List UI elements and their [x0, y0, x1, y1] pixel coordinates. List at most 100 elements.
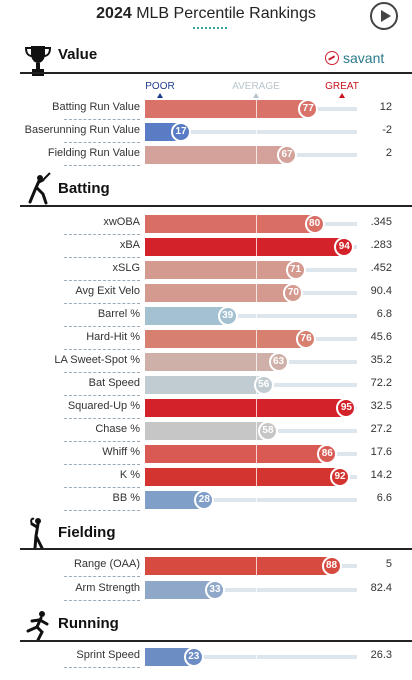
stat-row[interactable]: Range (OAA) 88 5	[0, 555, 412, 577]
stat-row[interactable]: BB % 28 6.6	[0, 489, 412, 511]
stat-row[interactable]: Avg Exit Velo 70 90.4	[0, 282, 412, 304]
stat-value: 26.3	[370, 649, 392, 661]
stat-value: 72.2	[370, 377, 392, 389]
stat-row[interactable]: LA Sweet-Spot % 63 35.2	[0, 351, 412, 373]
stat-label: K %	[119, 469, 140, 481]
average-line	[256, 238, 257, 256]
stat-value: .452	[370, 262, 392, 274]
title-underline	[193, 27, 227, 29]
stat-value: 35.2	[370, 354, 392, 366]
row-divider	[64, 576, 140, 577]
row-divider	[64, 165, 140, 166]
stat-value: 32.5	[370, 400, 392, 412]
stat-value: 17.6	[370, 446, 392, 458]
average-line	[256, 330, 257, 348]
average-line	[256, 581, 257, 599]
stat-row[interactable]: Arm Strength 33 82.4	[0, 579, 412, 601]
percentile-bar	[145, 581, 215, 599]
savant-label: savant	[343, 50, 385, 66]
percentile-bubble[interactable]: 70	[283, 283, 304, 303]
row-divider	[64, 464, 140, 465]
section-fielding-header: Fielding	[0, 517, 412, 552]
average-line	[256, 445, 257, 463]
stat-value: 27.2	[370, 423, 392, 435]
row-divider	[64, 487, 140, 488]
percentile-bubble[interactable]: 71	[285, 260, 306, 280]
percentile-bubble[interactable]: 77	[298, 99, 319, 119]
percentile-bar	[145, 648, 194, 666]
percentile-bubble[interactable]: 33	[204, 580, 225, 600]
row-divider	[64, 142, 140, 143]
stat-value: 45.6	[370, 331, 392, 343]
stat-row[interactable]: xBA 94 .283	[0, 236, 412, 258]
stat-label: Fielding Run Value	[47, 147, 140, 159]
row-divider	[64, 418, 140, 419]
stat-label: Hard-Hit %	[86, 331, 140, 343]
percentile-bubble[interactable]: 86	[317, 444, 338, 464]
row-divider	[64, 667, 140, 668]
stat-row[interactable]: Baserunning Run Value 17 -2	[0, 121, 412, 143]
section-running-header: Running	[0, 611, 412, 643]
percentile-bubble[interactable]: 23	[183, 647, 204, 667]
percentile-bar	[145, 100, 309, 118]
percentile-bubble[interactable]: 92	[330, 467, 351, 487]
average-line	[256, 557, 257, 575]
stat-label: Squared-Up %	[67, 400, 140, 412]
percentile-bar	[145, 261, 296, 279]
percentile-track	[145, 655, 357, 659]
stat-row[interactable]: Chase % 58 27.2	[0, 420, 412, 442]
percentile-bubble[interactable]: 56	[253, 375, 274, 395]
percentile-bubble[interactable]: 80	[304, 214, 325, 234]
title-year: 2024	[96, 5, 132, 22]
percentile-bubble[interactable]: 63	[268, 352, 289, 372]
percentile-bubble[interactable]: 58	[257, 421, 278, 441]
stat-row[interactable]: K % 92 14.2	[0, 466, 412, 488]
stat-label: Barrel %	[97, 308, 140, 320]
percentile-bar	[145, 468, 341, 486]
savant-logo[interactable]: savant	[325, 50, 384, 66]
percentile-bar	[145, 491, 205, 509]
stat-row[interactable]: xwOBA 80 .345	[0, 213, 412, 235]
stat-value: 90.4	[370, 285, 392, 297]
stat-row[interactable]: Barrel % 39 6.8	[0, 305, 412, 327]
stat-value: .345	[370, 216, 392, 228]
stat-row[interactable]: Batting Run Value 77 12	[0, 98, 412, 120]
percentile-bar	[145, 307, 228, 325]
stat-row[interactable]: Fielding Run Value 67 2	[0, 144, 412, 166]
stat-label: Batting Run Value	[52, 101, 140, 113]
header: 2024 MLB Percentile Rankings	[0, 0, 412, 34]
average-line	[256, 307, 257, 325]
section-title-fielding: Fielding	[58, 524, 116, 541]
section-title-batting: Batting	[58, 180, 110, 197]
stat-value: 2	[385, 147, 392, 159]
percentile-bubble[interactable]: 17	[171, 122, 192, 142]
percentile-bar	[145, 284, 294, 302]
stat-row[interactable]: Whiff % 86 17.6	[0, 443, 412, 465]
stat-value: -2	[382, 124, 392, 136]
percentile-bubble[interactable]: 76	[296, 329, 317, 349]
stat-row[interactable]: Squared-Up % 95 32.5	[0, 397, 412, 419]
percentile-bubble[interactable]: 94	[334, 237, 355, 257]
row-divider	[64, 280, 140, 281]
stat-label: BB %	[112, 492, 140, 504]
stat-row[interactable]: xSLG 71 .452	[0, 259, 412, 281]
stat-value: 82.4	[370, 582, 392, 594]
percentile-bubble[interactable]: 95	[336, 398, 357, 418]
legend-poor-label: POOR	[145, 81, 175, 92]
stat-row[interactable]: Hard-Hit % 76 45.6	[0, 328, 412, 350]
percentile-bubble[interactable]: 88	[321, 556, 342, 576]
stat-row[interactable]: Sprint Speed 23 26.3	[0, 646, 412, 668]
percentile-bubble[interactable]: 28	[194, 490, 215, 510]
percentile-bubble[interactable]: 39	[217, 306, 238, 326]
stat-label: Bat Speed	[88, 377, 140, 389]
up-arrow-icon	[157, 93, 163, 98]
section-title-running: Running	[58, 615, 119, 632]
legend-poor: POOR	[140, 81, 180, 98]
percentile-bubble[interactable]: 67	[277, 145, 298, 165]
play-button[interactable]	[370, 2, 398, 30]
average-line	[256, 422, 257, 440]
stat-label: xwOBA	[103, 216, 140, 228]
stat-row[interactable]: Bat Speed 56 72.2	[0, 374, 412, 396]
row-divider	[64, 326, 140, 327]
row-divider	[64, 234, 140, 235]
